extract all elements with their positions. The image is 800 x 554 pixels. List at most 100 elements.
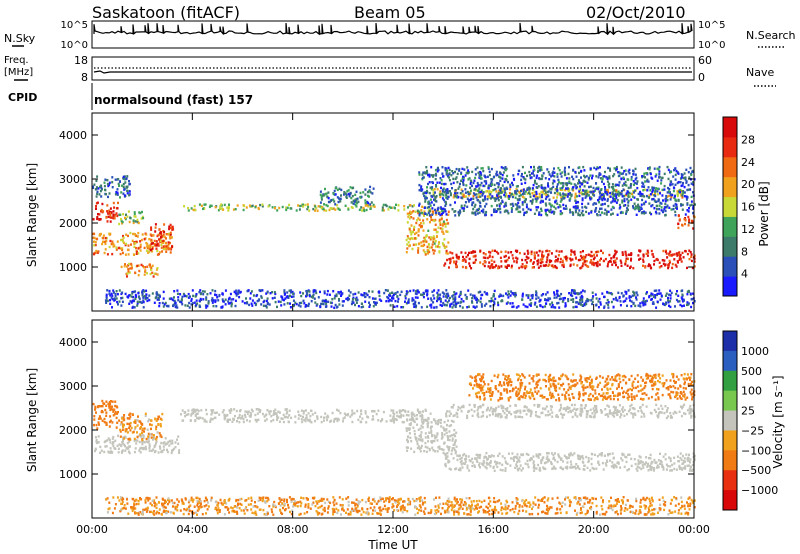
velocity-cell	[499, 468, 502, 472]
power-cell	[558, 306, 561, 309]
power-cell	[607, 301, 610, 304]
power-cell	[446, 258, 448, 262]
power-cell	[324, 192, 327, 196]
power-cell	[426, 218, 429, 221]
y-tick-label: 3000	[59, 173, 87, 186]
power-cell	[149, 265, 152, 268]
power-cell	[538, 249, 541, 253]
power-cell	[165, 245, 168, 248]
power-cell	[470, 251, 473, 254]
power-cell	[158, 251, 161, 254]
power-cell	[357, 200, 360, 203]
velocity-cell	[163, 441, 166, 444]
power-cell	[537, 254, 540, 257]
power-cell	[120, 238, 122, 242]
power-cell	[612, 306, 615, 309]
power-cell	[108, 292, 111, 295]
power-cell	[630, 253, 633, 257]
power-cell	[606, 188, 609, 192]
power-cell	[423, 171, 426, 174]
power-cell	[146, 242, 149, 246]
power-cell	[155, 247, 158, 250]
power-cell	[692, 183, 695, 186]
power-cell	[675, 203, 678, 207]
power-cell	[467, 200, 470, 203]
power-cell	[450, 182, 453, 186]
power-cell	[438, 245, 441, 249]
power-cell	[130, 267, 133, 270]
power-cell	[326, 289, 329, 293]
power-cell	[596, 262, 599, 265]
colorbar-tick-label: 4	[741, 268, 748, 281]
velocity-cell	[409, 436, 412, 440]
power-cell	[609, 191, 612, 195]
power-cell	[654, 175, 657, 178]
power-plot-background	[92, 113, 694, 311]
velocity-cell	[184, 410, 187, 414]
power-cell	[97, 187, 100, 190]
power-cell	[633, 202, 636, 205]
velocity-cell	[302, 410, 305, 413]
power-cell	[530, 252, 533, 256]
power-cell	[512, 204, 515, 208]
power-cell	[540, 168, 543, 171]
power-cell	[269, 292, 272, 295]
power-cell	[627, 204, 630, 207]
velocity-cell	[229, 411, 232, 414]
velocity-cell	[393, 421, 395, 424]
power-cell	[139, 245, 142, 249]
power-cell	[487, 166, 490, 169]
power-cell	[332, 192, 335, 195]
power-cell	[306, 207, 309, 211]
power-cell	[533, 251, 536, 254]
velocity-cell	[223, 413, 226, 416]
power-cell	[243, 204, 246, 208]
power-cell	[426, 171, 429, 175]
power-cell	[572, 177, 575, 181]
power-cell	[119, 196, 121, 199]
velocity-cell	[97, 435, 100, 438]
power-cell	[552, 210, 555, 213]
power-cell	[474, 173, 477, 176]
power-cell	[438, 193, 441, 196]
power-cell	[481, 194, 484, 197]
power-cell	[115, 290, 118, 293]
power-cell	[601, 203, 604, 206]
velocity-cell	[424, 409, 427, 412]
power-cell	[460, 300, 463, 304]
velocity-cell	[101, 410, 104, 414]
power-cell	[446, 195, 449, 198]
power-cell	[330, 207, 333, 210]
power-cell	[419, 187, 422, 190]
power-cell	[168, 227, 171, 231]
power-cell	[397, 209, 400, 212]
freq-panel: Freq. [MHz] 18 8 60 0 Nave	[4, 54, 776, 87]
power-cell	[497, 301, 499, 304]
power-cell	[442, 175, 444, 178]
power-cell	[427, 242, 430, 246]
power-cell	[574, 256, 577, 259]
power-cell	[607, 183, 610, 187]
power-cell	[523, 192, 526, 195]
power-cell	[357, 305, 360, 308]
power-cell	[608, 182, 611, 185]
power-cell	[585, 264, 588, 268]
power-cell	[658, 261, 661, 264]
power-cell	[564, 188, 567, 192]
power-cell	[508, 264, 510, 267]
velocity-cell	[248, 414, 251, 418]
velocity-cell	[447, 449, 450, 452]
power-cell	[564, 302, 567, 305]
power-cell	[600, 207, 603, 210]
power-cell	[158, 304, 161, 308]
power-cell	[528, 170, 531, 174]
power-cell	[441, 166, 444, 169]
power-cell	[678, 257, 681, 260]
velocity-cell	[316, 415, 318, 418]
power-cell	[111, 240, 114, 243]
velocity-cell	[134, 426, 137, 429]
power-cell	[614, 200, 617, 203]
power-cell	[574, 192, 577, 195]
power-cell	[490, 191, 493, 194]
power-cell	[538, 211, 541, 214]
